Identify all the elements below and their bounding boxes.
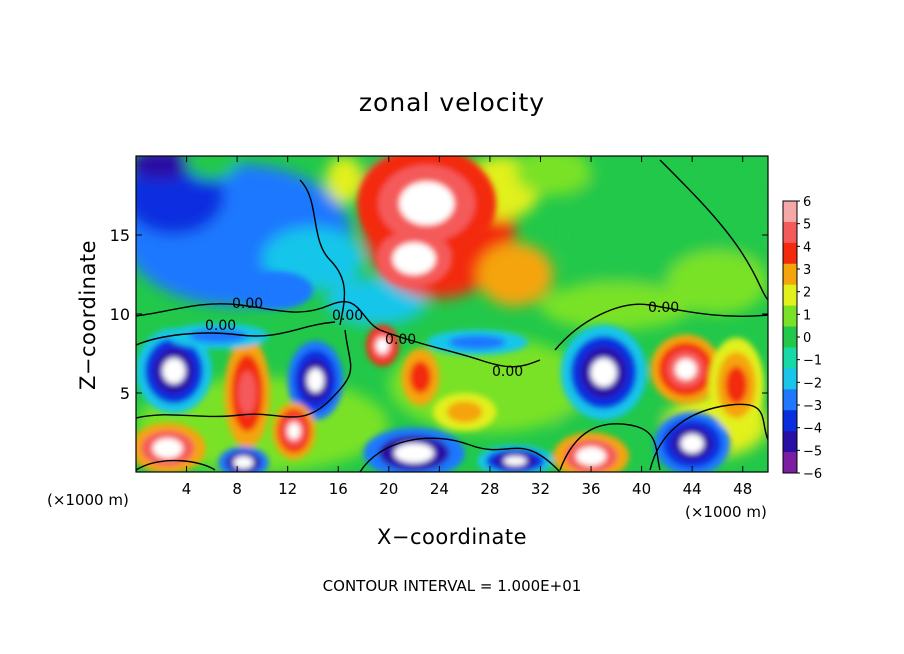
colorbar-swatch — [783, 452, 797, 474]
y-tick-label: 15 — [110, 226, 130, 245]
colorbar-swatch — [783, 284, 797, 307]
x-tick-label: 12 — [278, 480, 297, 498]
contour-line — [659, 159, 768, 301]
colorbar-swatch — [783, 368, 797, 390]
field-patch — [540, 282, 693, 330]
x-tick-label: 28 — [480, 480, 499, 498]
colorbar-tick-label: 4 — [803, 240, 811, 255]
colorbar-tick-label: −1 — [803, 354, 822, 369]
contour-line — [379, 329, 541, 368]
contour-line — [136, 329, 352, 419]
field-patch — [477, 242, 554, 307]
x-axis-label: X−coordinate — [377, 525, 527, 549]
contour-label: 0.00 — [332, 308, 363, 324]
colorbar-tick-label: −2 — [803, 376, 822, 391]
contour-line — [136, 459, 216, 471]
x-tick-label: 8 — [232, 480, 242, 498]
x-axis: 4 8 12 16 20 24 28 32 36 40 44 48 — [182, 156, 752, 498]
colorbar-swatch — [783, 410, 797, 432]
colorbar-tick-label: 6 — [803, 195, 811, 210]
colorbar-swatch — [783, 389, 797, 411]
chart-title: zonal velocity — [358, 88, 546, 117]
contour-label: 0.00 — [492, 364, 523, 380]
field-vortex — [287, 422, 301, 440]
contour-labels: 0.00 0.00 0.00 0.00 0.00 0.00 — [205, 296, 679, 380]
colorbar-swatch — [783, 347, 797, 369]
field-vortex — [590, 358, 617, 387]
x-tick-label: 44 — [683, 480, 702, 498]
contour-line — [649, 403, 768, 471]
contour-interval-note: CONTOUR INTERVAL = 1.000E+01 — [322, 577, 582, 595]
contour-line — [299, 179, 346, 326]
field-vortex — [675, 358, 697, 380]
field-patch — [325, 156, 364, 204]
x-tick-label: 36 — [581, 480, 600, 498]
colorbar-tick-label: 1 — [803, 308, 811, 323]
field-vortex — [409, 361, 432, 394]
field-vortex — [725, 366, 748, 404]
field-vortex — [503, 456, 527, 466]
x-tick-label: 24 — [430, 480, 449, 498]
colorbar-tick-label: 0 — [803, 331, 811, 346]
colorbar-tick-label: 3 — [803, 263, 811, 278]
y-axis: 5 10 15 — [110, 226, 768, 403]
field-vortex — [392, 242, 436, 275]
field-patch — [325, 277, 427, 326]
field-vortex — [162, 357, 186, 384]
x-tick-label: 4 — [182, 480, 192, 498]
field-vortex — [152, 438, 183, 459]
y-tick-label: 10 — [110, 305, 130, 324]
field-vortex — [680, 434, 704, 454]
contour-label: 0.00 — [385, 332, 416, 348]
colorbar-swatch — [783, 263, 797, 286]
colorbar-tick-label: −6 — [803, 467, 822, 482]
colorbar-swatch — [783, 201, 797, 223]
field-sharp-layer — [136, 156, 765, 472]
contour-label: 0.00 — [232, 296, 263, 312]
x-tick-label: 20 — [379, 480, 398, 498]
x-tick-label: 48 — [733, 480, 752, 498]
field-patch — [666, 250, 768, 314]
field-patch — [515, 156, 592, 196]
colorbar-tick-label: 5 — [803, 218, 811, 233]
field-vortex — [237, 271, 313, 310]
colorbar-swatch — [783, 242, 797, 265]
colorbar-tick-label: 2 — [803, 286, 811, 301]
contour-label: 0.00 — [205, 318, 236, 334]
y-tick-label: 5 — [120, 384, 130, 403]
zero-contours — [136, 159, 768, 472]
contour-line — [136, 300, 381, 331]
field-patch — [136, 156, 193, 180]
field-vortex — [238, 371, 257, 415]
velocity-field — [136, 156, 768, 472]
field-patch — [186, 156, 238, 180]
contour-line — [554, 303, 768, 351]
field-vortex — [446, 401, 483, 423]
colorbar-swatch — [783, 326, 797, 348]
x-tick-label: 40 — [632, 480, 651, 498]
colorbar-swatch — [783, 221, 797, 244]
contour-line — [136, 321, 336, 346]
field-vortex — [233, 456, 254, 469]
field-vortex — [399, 181, 455, 226]
field-vortex — [394, 443, 434, 463]
colorbar-swatch — [783, 431, 797, 453]
x-tick-label: 32 — [531, 480, 550, 498]
colorbar-tick-label: −4 — [803, 422, 822, 437]
x-unit-left: (×1000 m) — [47, 491, 129, 509]
contour-line — [359, 437, 561, 472]
field-vortex — [576, 446, 606, 466]
x-tick-label: 16 — [329, 480, 348, 498]
x-unit-right: (×1000 m) — [685, 503, 767, 521]
contour-label: 0.00 — [648, 300, 679, 316]
colorbar-tick-label: −3 — [803, 399, 822, 414]
colorbar: 6 5 4 3 2 1 0 −1 −2 −3 −4 −5 −6 — [782, 195, 822, 482]
colorbar-tick-label: −5 — [803, 444, 822, 459]
field-vortex — [376, 337, 389, 354]
field-vortex — [448, 335, 506, 350]
field-vortex — [307, 368, 324, 393]
colorbar-swatch — [783, 305, 797, 328]
